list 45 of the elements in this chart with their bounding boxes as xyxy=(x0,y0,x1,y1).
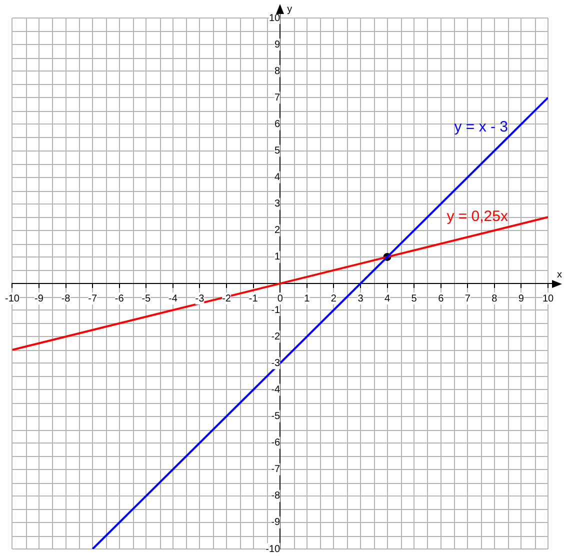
x-tick-label: -6 xyxy=(114,293,124,304)
y-tick-label: 10 xyxy=(268,12,281,24)
x-tick-label: 6 xyxy=(438,293,444,304)
y-tick-label: -4 xyxy=(271,384,281,396)
x-tick-label: -3 xyxy=(195,293,205,304)
x-tick-label: -9 xyxy=(34,293,44,304)
y-tick-label: 7 xyxy=(274,92,281,104)
y-tick-label: -3 xyxy=(271,358,281,369)
y-tick-label: 8 xyxy=(274,66,281,77)
y-tick-label: -2 xyxy=(271,331,281,342)
x-tick-label: -4 xyxy=(168,293,178,304)
x-tick-label: -1 xyxy=(248,293,258,304)
y-tick-label: -10 xyxy=(266,544,281,555)
y-tick-label: 9 xyxy=(274,39,281,50)
series-label: y = 0,25x xyxy=(446,208,508,226)
y-tick-label: -8 xyxy=(271,490,281,502)
x-tick-label: 7 xyxy=(464,293,471,304)
series-label: y = x - 3 xyxy=(454,118,508,136)
y-tick-label: 4 xyxy=(274,172,281,184)
x-tick-label: 1 xyxy=(304,293,310,304)
x-tick-label: -7 xyxy=(88,293,98,304)
y-tick-label: -9 xyxy=(271,517,281,528)
y-tick-label: 5 xyxy=(274,146,281,156)
x-axis-title: x xyxy=(557,270,562,280)
x-tick-label: 4 xyxy=(384,293,390,304)
y-tick-label: 2 xyxy=(274,225,281,236)
y-tick-label: -6 xyxy=(271,438,281,449)
x-tick-label: 3 xyxy=(358,293,364,304)
x-tick-label: 8 xyxy=(492,293,498,304)
x-tick-label: -5 xyxy=(142,293,152,304)
x-tick-label: 0 xyxy=(277,293,284,304)
y-tick-label: -1 xyxy=(271,304,281,316)
y-tick-label: -7 xyxy=(271,464,281,476)
x-tick-label: -8 xyxy=(61,293,71,304)
y-tick-label: 1 xyxy=(274,252,281,263)
x-tick-label: -10 xyxy=(5,293,20,304)
x-tick-label: 10 xyxy=(542,293,554,304)
y-tick-label: 3 xyxy=(274,198,281,210)
y-axis-title: y xyxy=(287,4,292,15)
x-tick-label: 5 xyxy=(411,293,418,304)
x-tick-label: -2 xyxy=(222,293,232,304)
x-tick-label: 9 xyxy=(518,293,524,304)
y-tick-label: -5 xyxy=(271,411,281,422)
y-tick-label: 6 xyxy=(274,118,281,130)
x-tick-label: 2 xyxy=(330,293,337,304)
